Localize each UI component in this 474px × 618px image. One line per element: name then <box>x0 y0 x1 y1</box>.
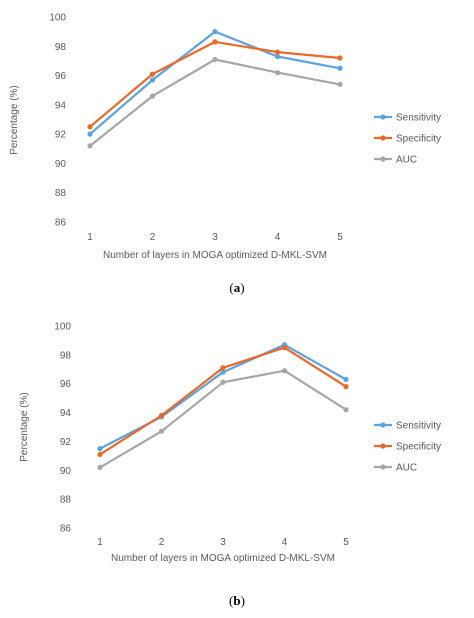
chart-panel-b: 86 88 90 92 94 96 98 100 1 2 3 4 5 Number of layers i… <box>19 322 441 609</box>
legend-entry-sensitivity: Sensitivity <box>374 113 441 124</box>
series-specificity <box>97 345 349 458</box>
legend-swatch-marker <box>380 443 386 449</box>
y-tick-label: 98 <box>55 42 67 53</box>
legend-entry-auc: AUC <box>374 155 417 166</box>
data-point <box>343 407 349 413</box>
y-tick-label: 86 <box>55 218 67 229</box>
x-tick-label: 1 <box>97 537 103 548</box>
legend-swatch-marker <box>380 135 386 141</box>
data-point <box>274 70 281 76</box>
series-auc <box>97 368 349 470</box>
data-point <box>97 446 103 452</box>
x-tick-label: 2 <box>159 537 165 548</box>
legend-entry-sensitivity: Sensitivity <box>374 421 441 432</box>
y-tick-label: 92 <box>60 437 72 448</box>
legend-label: Specificity <box>396 442 441 453</box>
data-point <box>274 49 281 55</box>
y-tick-label: 94 <box>55 100 67 111</box>
legend-swatch-marker <box>380 114 386 120</box>
series-line <box>99 343 347 450</box>
y-tick-label: 88 <box>55 188 67 199</box>
data-point <box>220 365 226 371</box>
data-point <box>87 124 93 130</box>
y-axis-title: Percentage (%) <box>9 85 20 154</box>
y-tick-label: 90 <box>60 466 72 477</box>
legend-label: Sensitivity <box>396 421 441 432</box>
data-point <box>212 56 218 63</box>
series-line <box>89 40 341 128</box>
x-tick-label: 2 <box>150 232 156 243</box>
legend-entry-specificity: Specificity <box>374 134 441 145</box>
x-tick-label: 1 <box>87 232 93 243</box>
x-axis-title: Number of layers in MOGA optimized D-MKL… <box>111 553 335 564</box>
data-point <box>281 368 288 374</box>
data-point <box>337 81 343 87</box>
y-tick-label: 96 <box>60 379 72 390</box>
data-point <box>158 412 165 419</box>
y-tick-label: 92 <box>55 130 67 141</box>
data-point <box>149 93 156 99</box>
x-tick-label: 5 <box>343 537 349 548</box>
y-tick-label: 86 <box>60 524 72 535</box>
data-point <box>337 55 343 61</box>
x-tick-label: 3 <box>220 537 226 548</box>
legend-swatch-marker <box>380 464 386 470</box>
legend-swatch-marker <box>380 422 386 428</box>
data-point <box>212 29 218 35</box>
y-tick-label: 94 <box>60 408 72 419</box>
data-point <box>220 369 226 375</box>
y-tick-label: 88 <box>60 495 72 506</box>
panel-caption: (b) <box>229 593 245 608</box>
series-line <box>99 369 347 469</box>
y-tick-label: 98 <box>60 350 72 361</box>
data-point <box>97 451 103 458</box>
y-tick-label: 100 <box>49 13 66 24</box>
x-tick-label: 3 <box>212 232 218 243</box>
y-axis-title: Percentage (%) <box>19 392 30 461</box>
y-tick-label: 90 <box>55 159 67 170</box>
data-point <box>281 345 288 351</box>
series-sensitivity <box>97 342 349 452</box>
x-tick-label: 4 <box>275 232 281 243</box>
data-point <box>343 376 349 382</box>
data-point <box>87 131 93 137</box>
data-point <box>158 428 165 434</box>
data-point <box>343 384 349 390</box>
data-point <box>97 464 103 470</box>
data-point <box>149 77 156 83</box>
series-line <box>99 346 347 456</box>
legend-label: Specificity <box>396 134 441 145</box>
legend-swatch-marker <box>380 156 386 162</box>
data-point <box>149 71 156 77</box>
data-point <box>337 65 343 71</box>
x-tick-label: 5 <box>337 232 343 243</box>
x-axis-title: Number of layers in MOGA optimized D-MKL… <box>103 250 327 261</box>
series-sensitivity <box>87 29 343 137</box>
series-line <box>89 30 341 135</box>
data-point <box>87 143 93 149</box>
legend-entry-specificity: Specificity <box>374 442 441 453</box>
data-point <box>274 53 281 60</box>
y-tick-label: 100 <box>54 322 71 333</box>
data-point <box>212 39 218 45</box>
legend-label: AUC <box>396 155 417 166</box>
legend-label: AUC <box>396 463 417 474</box>
series-specificity <box>87 39 343 130</box>
data-point <box>220 379 226 385</box>
series-auc <box>87 56 343 149</box>
legend-entry-auc: AUC <box>374 463 417 474</box>
chart-panel-a: 86 88 90 92 94 96 98 100 1 2 3 4 5 Number of layers i… <box>9 13 441 296</box>
legend-label: Sensitivity <box>396 113 441 124</box>
y-tick-label: 96 <box>55 71 67 82</box>
x-tick-label: 4 <box>282 537 288 548</box>
panel-caption: (a) <box>229 280 244 295</box>
